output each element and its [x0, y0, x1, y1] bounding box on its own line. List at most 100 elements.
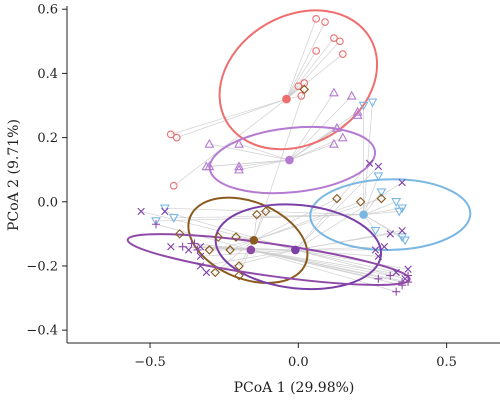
centroid-link — [286, 50, 317, 100]
sample-point-diamond — [260, 206, 271, 217]
sample-point-triangle-down — [151, 217, 161, 227]
group-centroid — [291, 245, 300, 255]
centroid-link — [194, 243, 251, 251]
centroid-link — [253, 201, 361, 241]
y-tick-label: −0.4 — [26, 324, 58, 339]
sample-point-circle — [330, 34, 338, 42]
centroid-link — [295, 249, 379, 257]
centroid-link — [295, 249, 409, 270]
sample-point-x — [184, 246, 193, 254]
sample-point-x — [398, 178, 406, 187]
centroid-layer — [246, 94, 368, 255]
sample-point-x — [202, 268, 211, 277]
sample-point-triangle-up — [328, 138, 339, 148]
centroid-link — [295, 233, 391, 251]
sample-point-diamond — [231, 232, 241, 242]
axes-layer: −0.4 −0.2 0.0 0.2 0.4 0.6 −0.5 0.0 0.5 — [26, 3, 500, 370]
centroid-link — [363, 175, 379, 215]
sample-point-triangle-up — [234, 161, 244, 171]
sample-point-x — [371, 246, 380, 254]
centroid-link — [209, 143, 290, 161]
sample-point-triangle-up — [331, 122, 342, 132]
centroid-link — [363, 201, 397, 215]
sample-point-circle — [338, 50, 347, 58]
sample-point-triangle-up — [201, 161, 212, 171]
sample-point-circle — [312, 14, 320, 23]
sample-point-plus — [178, 242, 187, 251]
sample-point-triangle-down — [159, 204, 170, 214]
sample-point-triangle-up — [328, 87, 339, 97]
sample-point-triangle-down — [373, 172, 384, 182]
sample-point-triangle-down — [400, 236, 411, 246]
sample-point-x — [374, 252, 383, 261]
centroid-link — [200, 249, 296, 267]
sample-point-diamond — [210, 267, 221, 278]
confidence-ellipse-layer — [126, 9, 472, 291]
centroid-link — [173, 98, 287, 187]
sample-point-layer — [137, 14, 413, 296]
sample-point-x — [196, 252, 205, 261]
centroid-link — [253, 89, 305, 241]
y-tick-label: 0.2 — [37, 131, 58, 146]
x-tick-label: 0.0 — [288, 355, 309, 370]
sample-point-x — [137, 207, 145, 216]
y-tick-label: 0.0 — [37, 195, 58, 210]
centroid-link — [173, 214, 364, 219]
centroid-link — [200, 249, 296, 257]
centroid-link — [215, 240, 255, 273]
sample-point-circle — [312, 47, 320, 55]
sample-point-diamond — [299, 84, 310, 95]
sample-point-triangle-up — [352, 106, 363, 116]
sample-point-triangle-up — [234, 138, 244, 148]
group-centroid — [359, 210, 368, 219]
group-centroid — [246, 245, 256, 255]
sample-point-x — [161, 207, 169, 216]
sample-point-triangle-up — [346, 90, 357, 100]
centroid-link — [363, 102, 373, 215]
sample-point-x — [392, 268, 400, 277]
centroid-link — [238, 143, 290, 161]
x-tick-label: −0.5 — [134, 355, 166, 370]
centroid-link — [250, 249, 409, 283]
centroid-link — [295, 249, 406, 280]
centroid-link — [286, 21, 326, 100]
sample-point-circle — [294, 82, 303, 91]
sample-point-triangle-down — [370, 226, 381, 236]
sample-point-x — [380, 243, 389, 251]
sample-point-plus — [151, 220, 160, 229]
centroid-link — [164, 207, 364, 215]
centroid-link — [295, 163, 370, 251]
sample-point-triangle-down — [367, 98, 378, 108]
sample-point-triangle-down — [358, 101, 369, 111]
centroid-link — [286, 37, 335, 100]
centroid-link — [206, 159, 290, 167]
sample-point-x — [386, 230, 394, 238]
sample-point-triangle-down — [168, 214, 179, 223]
centroid-link — [286, 18, 317, 100]
sample-point-circle — [297, 92, 306, 100]
sample-point-diamond — [252, 209, 262, 220]
confidence-ellipse — [218, 9, 379, 151]
sample-point-plus — [190, 239, 199, 248]
sample-point-x — [404, 265, 412, 273]
sample-point-triangle-down — [391, 198, 402, 207]
y-tick-label: 0.4 — [37, 67, 58, 82]
y-tick-label: 0.6 — [37, 3, 58, 18]
sample-point-circle — [169, 181, 178, 190]
sample-point-plus — [374, 274, 383, 283]
sample-point-diamond — [225, 245, 235, 255]
sample-point-triangle-up — [337, 132, 348, 142]
centroid-link — [176, 98, 287, 138]
y-tick-label: −0.2 — [26, 259, 58, 274]
x-axis-title: PCoA 1 (29.98%) — [234, 380, 355, 396]
sample-point-plus — [386, 271, 395, 280]
sample-point-circle — [300, 79, 309, 87]
group-centroid — [249, 235, 259, 245]
sample-point-diamond — [204, 245, 215, 255]
sample-point-plus — [398, 281, 407, 290]
sample-point-triangle-down — [394, 207, 405, 217]
centroid-link — [253, 198, 338, 241]
sample-point-x — [398, 226, 406, 235]
